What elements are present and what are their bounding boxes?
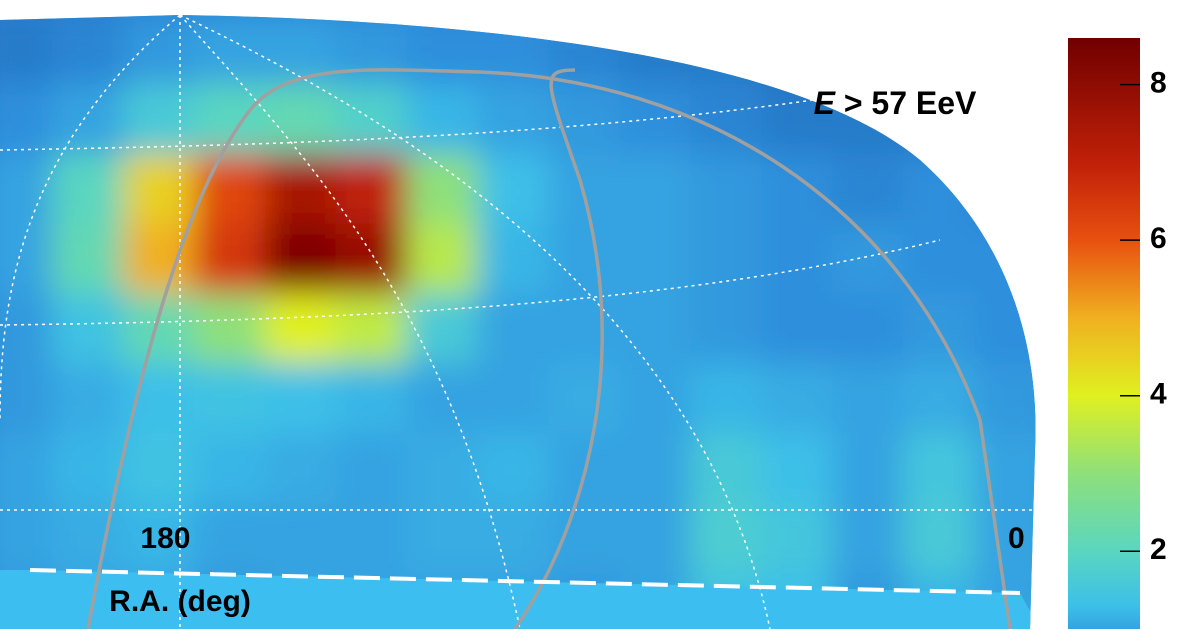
heat-cell xyxy=(974,84,1059,168)
heat-cell xyxy=(974,154,1059,238)
colorbar xyxy=(1068,38,1140,629)
colorbar-tick-label: 6 xyxy=(1150,222,1167,255)
colorbar-tick-label: 2 xyxy=(1150,533,1167,566)
x-tick-label: 180 xyxy=(140,522,190,555)
colorbar-tick-label: 8 xyxy=(1150,67,1167,100)
x-tick-label: 0 xyxy=(1008,522,1025,555)
energy-text: > 57 EeV xyxy=(844,85,977,121)
colorbar-tick-label: 4 xyxy=(1150,378,1167,411)
energy-variable: E xyxy=(814,85,837,121)
energy-cut: E > 57 EeV xyxy=(814,85,977,121)
x-axis-label: R.A. (deg) xyxy=(109,585,251,618)
chart: E > 57 EeV R.A. (deg) 180 0 2 4 6 8 xyxy=(0,0,1180,629)
heat-cell xyxy=(974,14,1059,98)
